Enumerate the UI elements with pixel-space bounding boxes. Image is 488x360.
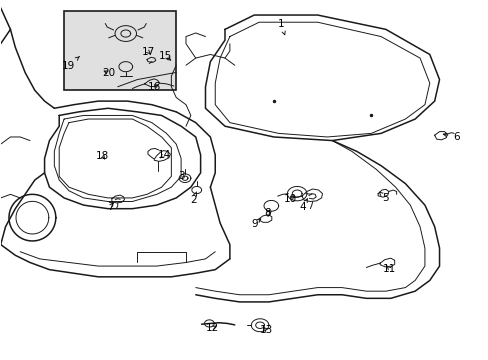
Bar: [64, 12, 176, 90]
Text: 9: 9: [250, 219, 260, 229]
Text: 20: 20: [102, 68, 115, 78]
Text: 11: 11: [383, 264, 396, 274]
Text: 13: 13: [259, 325, 272, 335]
Text: 10: 10: [284, 194, 297, 204]
Text: 3: 3: [178, 171, 184, 181]
Text: 12: 12: [206, 323, 219, 333]
Text: 15: 15: [159, 51, 172, 61]
Text: 17: 17: [141, 46, 154, 57]
Text: 8: 8: [264, 208, 271, 218]
Text: 14: 14: [157, 150, 170, 160]
Text: 1: 1: [277, 19, 285, 35]
Text: 16: 16: [147, 82, 161, 92]
Text: 5: 5: [379, 192, 388, 203]
Text: 6: 6: [443, 132, 459, 142]
Text: 18: 18: [95, 150, 108, 161]
Text: 4: 4: [299, 199, 307, 212]
Text: 2: 2: [190, 192, 196, 205]
Text: 7: 7: [107, 202, 114, 212]
Text: 19: 19: [61, 57, 80, 71]
